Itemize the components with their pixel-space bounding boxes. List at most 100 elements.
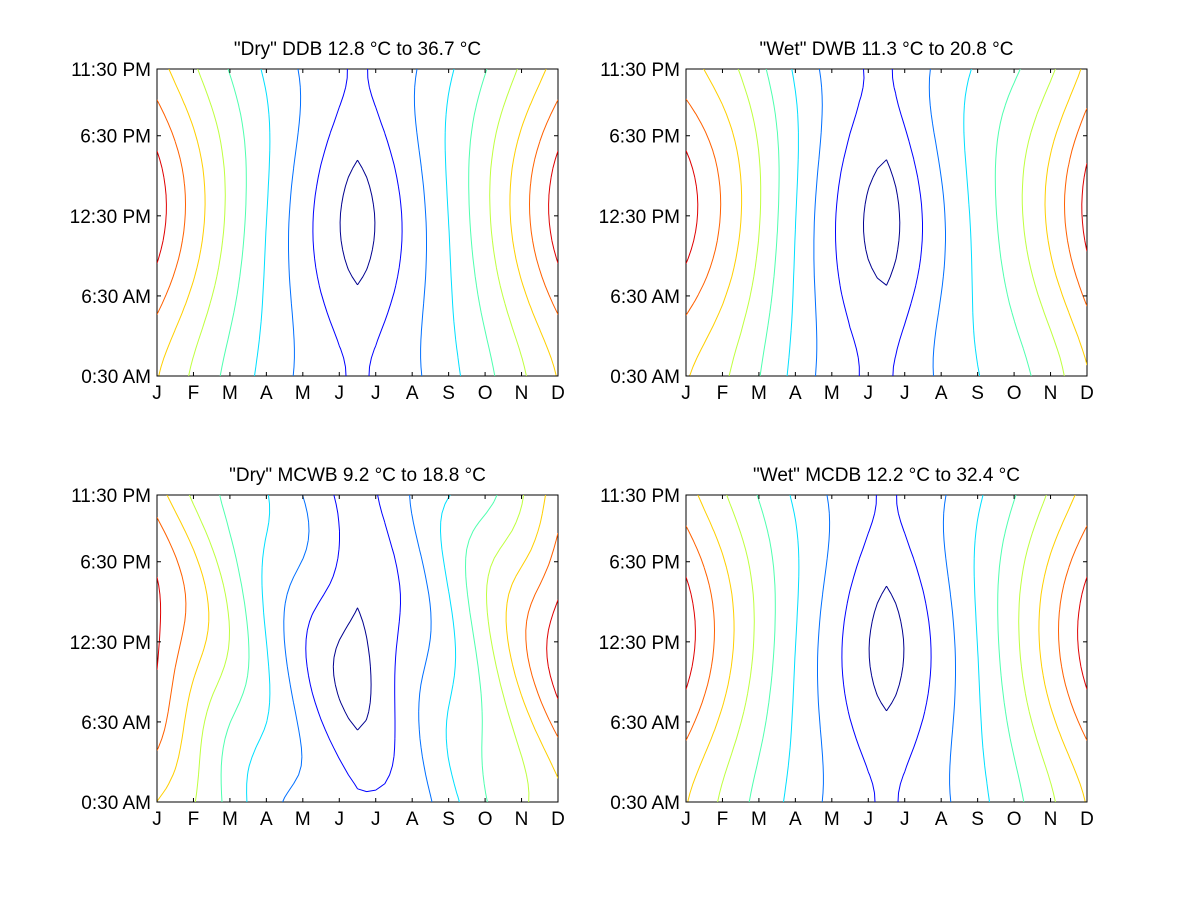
contour-line-level-1	[339, 159, 376, 286]
x-tick-label: J	[900, 809, 910, 830]
plot-area	[685, 68, 1088, 377]
contour-line-level-2	[835, 69, 923, 376]
x-tick-label: D	[1080, 383, 1094, 404]
x-tick-label: A	[789, 383, 802, 404]
contour-line-level-9	[157, 576, 558, 700]
x-tick-label: S	[442, 383, 455, 404]
y-tick-label: 6:30 PM	[609, 553, 680, 574]
contour-line-level-6	[188, 495, 530, 802]
x-tick-label: M	[824, 383, 840, 404]
x-tick-label: O	[478, 383, 493, 404]
y-tick-label: 6:30 AM	[81, 713, 151, 734]
x-tick-label: M	[222, 383, 238, 404]
contour-line-level-5	[759, 69, 1032, 376]
y-tick-label: 11:30 PM	[71, 60, 151, 81]
x-tick-label: F	[188, 809, 200, 830]
contour-line-level-6	[728, 69, 1065, 376]
x-tick-label: D	[551, 809, 565, 830]
contour-panel-4: "Wet" MCDB 12.2 °C to 32.4 °C J F M A M J J A S O N…	[599, 465, 1094, 830]
contour-line-level-9	[157, 150, 558, 264]
x-tick-label: J	[335, 809, 345, 830]
x-tick-label: O	[1007, 809, 1022, 830]
x-tick-label: S	[971, 809, 984, 830]
y-tick-label: 12:30 PM	[599, 633, 680, 654]
x-tick-label: O	[1007, 383, 1022, 404]
contour-line-level-2	[841, 495, 932, 802]
x-tick-label: J	[371, 809, 381, 830]
x-tick-label: D	[1080, 809, 1094, 830]
contour-panel-3: "Dry" MCWB 9.2 °C to 18.8 °C J F M A M J J A S O N D…	[70, 465, 565, 830]
contour-line-level-4	[254, 69, 461, 376]
contour-line-level-1	[332, 607, 372, 731]
contour-line-level-5	[219, 495, 498, 802]
contour-line-level-4	[783, 495, 990, 802]
contour-line-level-3	[282, 495, 433, 802]
x-tick-label: N	[1044, 383, 1058, 404]
x-tick-label: A	[406, 809, 419, 830]
y-tick-label: 11:30 PM	[600, 486, 680, 507]
contour-line-level-8	[157, 99, 558, 315]
x-tick-label: A	[935, 809, 948, 830]
contour-line-level-8	[686, 98, 1087, 316]
x-tick-label: M	[751, 809, 767, 830]
contour-line-level-8	[157, 517, 558, 751]
x-tick-label: D	[551, 383, 565, 404]
plot-area	[156, 68, 559, 377]
panel-title: "Dry" DDB 12.8 °C to 36.7 °C	[234, 39, 481, 60]
contour-line-level-8	[686, 525, 1087, 741]
x-tick-label: N	[515, 809, 529, 830]
y-tick-label: 6:30 PM	[609, 127, 680, 148]
contour-line-level-9	[686, 150, 1087, 264]
contour-line-level-2	[305, 495, 401, 793]
panel-title: "Dry" MCWB 9.2 °C to 18.8 °C	[229, 465, 486, 486]
contour-line-level-2	[312, 69, 403, 376]
contour-panel-2: "Wet" DWB 11.3 °C to 20.8 °C J F M A M J J A S O N D…	[599, 39, 1094, 404]
contour-line-level-7	[158, 69, 557, 376]
x-tick-label: M	[222, 809, 238, 830]
y-tick-label: 0:30 AM	[610, 367, 680, 388]
plot-area	[156, 494, 559, 803]
y-tick-label: 6:30 PM	[80, 553, 151, 574]
x-tick-label: J	[681, 809, 691, 830]
contour-line-level-5	[219, 69, 496, 376]
y-tick-label: 6:30 AM	[81, 287, 151, 308]
contour-line-level-5	[748, 495, 1025, 802]
x-tick-label: M	[295, 809, 311, 830]
plot-area	[685, 494, 1088, 803]
contour-line-level-6	[188, 69, 527, 376]
x-tick-label: N	[1044, 809, 1058, 830]
contour-line-level-7	[157, 495, 558, 802]
x-tick-label: F	[188, 383, 200, 404]
x-tick-label: F	[717, 809, 729, 830]
x-tick-label: J	[864, 809, 874, 830]
y-tick-label: 6:30 AM	[610, 713, 680, 734]
x-tick-label: J	[335, 383, 345, 404]
contour-line-level-7	[689, 69, 1087, 376]
contour-line-level-3	[288, 69, 427, 376]
contour-line-level-4	[246, 495, 460, 802]
x-tick-label: S	[971, 383, 984, 404]
x-tick-label: J	[864, 383, 874, 404]
contour-line-level-6	[717, 495, 1056, 802]
y-tick-label: 12:30 PM	[70, 207, 151, 228]
x-tick-label: A	[260, 809, 273, 830]
y-tick-label: 0:30 AM	[610, 793, 680, 814]
contour-panel-1: "Dry" DDB 12.8 °C to 36.7 °C J F M A M J J A S O N D…	[70, 39, 565, 404]
y-tick-label: 0:30 AM	[81, 367, 151, 388]
x-tick-label: A	[406, 383, 419, 404]
panel-title: "Wet" MCDB 12.2 °C to 32.4 °C	[753, 465, 1020, 486]
x-tick-label: J	[900, 383, 910, 404]
x-tick-label: S	[442, 809, 455, 830]
x-tick-label: A	[935, 383, 948, 404]
contour-line-level-3	[813, 69, 946, 376]
x-tick-label: J	[152, 809, 162, 830]
x-tick-label: N	[515, 383, 529, 404]
panel-title: "Wet" DWB 11.3 °C to 20.8 °C	[760, 39, 1014, 60]
y-tick-label: 12:30 PM	[599, 207, 680, 228]
contour-line-level-9	[686, 576, 1087, 690]
x-tick-label: A	[789, 809, 802, 830]
x-tick-label: J	[681, 383, 691, 404]
contour-line-level-7	[687, 495, 1086, 802]
y-tick-label: 12:30 PM	[70, 633, 151, 654]
contour-line-level-4	[786, 69, 981, 376]
